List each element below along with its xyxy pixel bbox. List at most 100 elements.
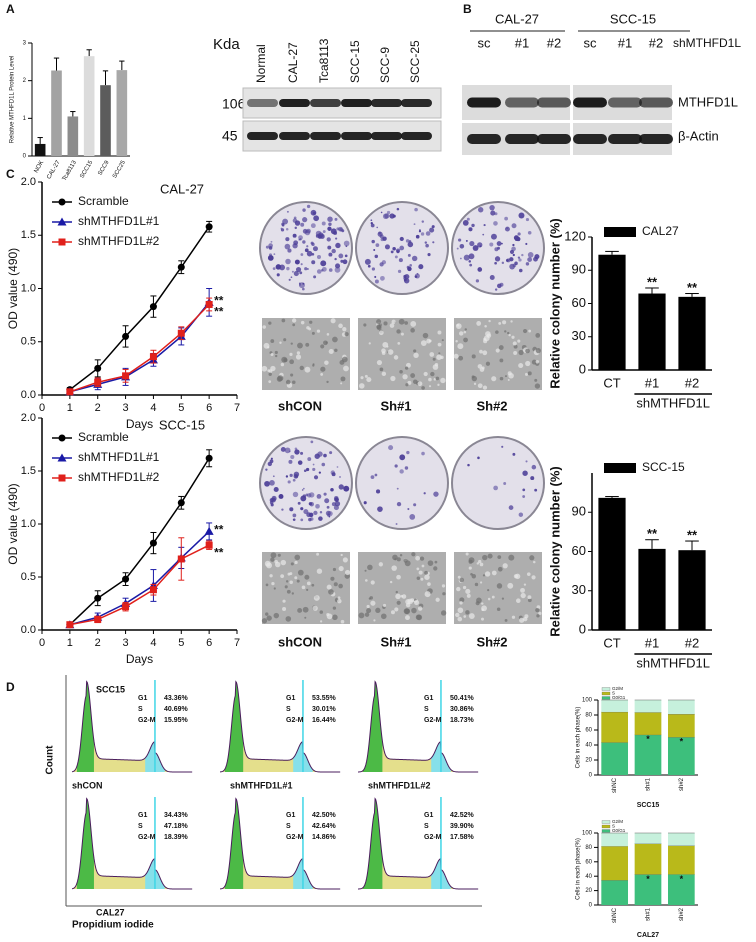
cell xyxy=(325,341,328,344)
blot-band xyxy=(537,134,571,144)
cell xyxy=(459,597,465,603)
legend-label: S xyxy=(612,824,615,829)
colony xyxy=(414,207,418,212)
colony xyxy=(465,239,468,242)
colony xyxy=(294,220,301,226)
flow-stat-label: G1 xyxy=(286,695,295,702)
cell xyxy=(271,581,275,586)
cell xyxy=(270,365,276,372)
colony xyxy=(472,245,479,251)
blot-band xyxy=(537,97,571,108)
cell xyxy=(534,378,538,382)
point xyxy=(177,555,185,563)
y-tick-label: 0.0 xyxy=(21,389,36,401)
legend-label: SCC-15 xyxy=(642,460,685,474)
colony xyxy=(329,451,333,455)
x-tick-label: 7 xyxy=(234,637,240,649)
y-tick-label: 1.0 xyxy=(21,518,36,530)
colony xyxy=(317,451,323,457)
blot-unit: Kda xyxy=(213,36,240,53)
cell xyxy=(268,321,272,325)
panel-label: C xyxy=(6,167,15,181)
colony-label: shCON xyxy=(278,634,322,649)
colony xyxy=(335,237,338,240)
cell xyxy=(364,569,367,572)
point xyxy=(205,223,213,231)
cell xyxy=(420,340,427,346)
legend-label: Scramble xyxy=(78,194,129,208)
cell xyxy=(487,597,491,601)
colony xyxy=(313,475,319,480)
cell xyxy=(418,570,423,575)
colony xyxy=(421,220,425,223)
colony xyxy=(331,502,336,507)
cell xyxy=(283,338,287,342)
colony xyxy=(377,506,383,512)
colony xyxy=(293,271,299,277)
cell xyxy=(320,620,323,623)
cell xyxy=(391,565,397,571)
phase-g1 xyxy=(362,681,383,772)
cell xyxy=(330,318,336,324)
legend-label: shMTHFD1L#2 xyxy=(78,234,160,248)
colony xyxy=(407,253,411,257)
cell xyxy=(520,587,525,593)
colony xyxy=(323,453,327,458)
colony xyxy=(515,237,519,242)
colony xyxy=(431,225,435,229)
colony xyxy=(394,255,398,259)
cell xyxy=(306,588,309,591)
cell xyxy=(376,359,383,366)
colony xyxy=(327,216,333,222)
colony xyxy=(344,254,348,258)
cell xyxy=(280,362,285,367)
x-tick-label: SCC25 xyxy=(112,159,127,179)
colony xyxy=(404,466,409,470)
cell xyxy=(294,576,298,580)
x-tick-label: shNC xyxy=(612,907,618,923)
cell xyxy=(463,337,468,343)
colony xyxy=(302,282,305,285)
cell xyxy=(441,584,446,588)
cell xyxy=(487,589,490,592)
cell xyxy=(477,364,483,369)
cell xyxy=(533,560,536,564)
cell xyxy=(390,375,396,382)
blot-lane-label: CAL-27 xyxy=(286,42,300,83)
colony xyxy=(522,495,526,498)
colony xyxy=(525,262,530,266)
flow-stat-value: 42.52% xyxy=(450,812,475,819)
bar xyxy=(116,70,128,156)
series-line xyxy=(69,544,210,626)
cell xyxy=(497,566,503,572)
colony xyxy=(517,256,521,259)
colony xyxy=(306,204,311,209)
colony xyxy=(477,207,484,213)
cell xyxy=(320,366,326,372)
colony xyxy=(483,224,486,227)
bar-segment xyxy=(601,700,628,712)
cell xyxy=(527,371,532,376)
x-tick-label: 7 xyxy=(234,402,240,414)
cell xyxy=(427,582,431,586)
bar xyxy=(598,254,626,370)
legend-label: S xyxy=(612,691,615,696)
cell xyxy=(294,554,301,561)
colony xyxy=(311,252,315,256)
cell xyxy=(413,352,419,358)
cell xyxy=(262,325,266,329)
point xyxy=(94,364,102,372)
colony xyxy=(342,259,348,265)
y-axis-label: Relative colony number (%) xyxy=(547,218,562,388)
colony xyxy=(335,242,341,249)
blot-group-label: SCC-15 xyxy=(610,11,656,26)
cell xyxy=(498,345,504,350)
significance: * xyxy=(646,734,650,744)
flow-stat-value: 34.43% xyxy=(164,812,189,819)
colony xyxy=(297,501,301,505)
legend-marker xyxy=(58,434,66,442)
bar-segment xyxy=(634,843,662,875)
flow-x-label: Propidium iodide xyxy=(72,920,154,931)
colony xyxy=(501,242,503,245)
cell xyxy=(479,349,483,354)
